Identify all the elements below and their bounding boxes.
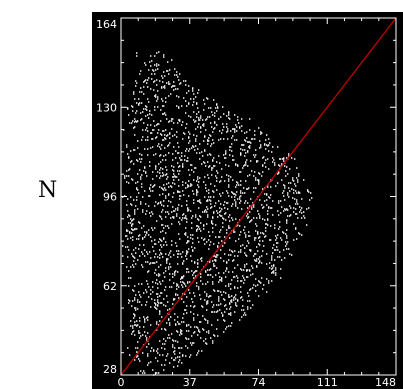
- y-tick-label: 28: [103, 363, 117, 376]
- x-tick-label: 148: [375, 376, 396, 389]
- scatter-point-cloud: [122, 51, 313, 376]
- y-tick-label: 62: [103, 280, 117, 293]
- top-band: [92, 12, 403, 18]
- x-tick-label: 37: [183, 376, 197, 389]
- x-tick-label: 111: [317, 376, 338, 389]
- y-tick-label: 96: [103, 191, 117, 204]
- y-axis-tick-labels: 28 62 96 130 164: [96, 18, 117, 376]
- axis-ticks: [120, 17, 397, 376]
- y-tick-label: 130: [96, 101, 117, 114]
- side-label-n: N: [38, 178, 58, 203]
- x-axis-tick-labels: 0 37 74 111 148: [118, 376, 397, 389]
- right-band: [396, 14, 403, 379]
- x-label-band: [92, 375, 403, 389]
- y-tick-label: 164: [96, 18, 117, 31]
- scatter-points: [122, 51, 313, 376]
- x-tick-label: 74: [252, 376, 266, 389]
- y-label-band: [92, 14, 121, 379]
- x-tick-label: 0: [118, 376, 125, 389]
- reference-line: [120, 17, 397, 376]
